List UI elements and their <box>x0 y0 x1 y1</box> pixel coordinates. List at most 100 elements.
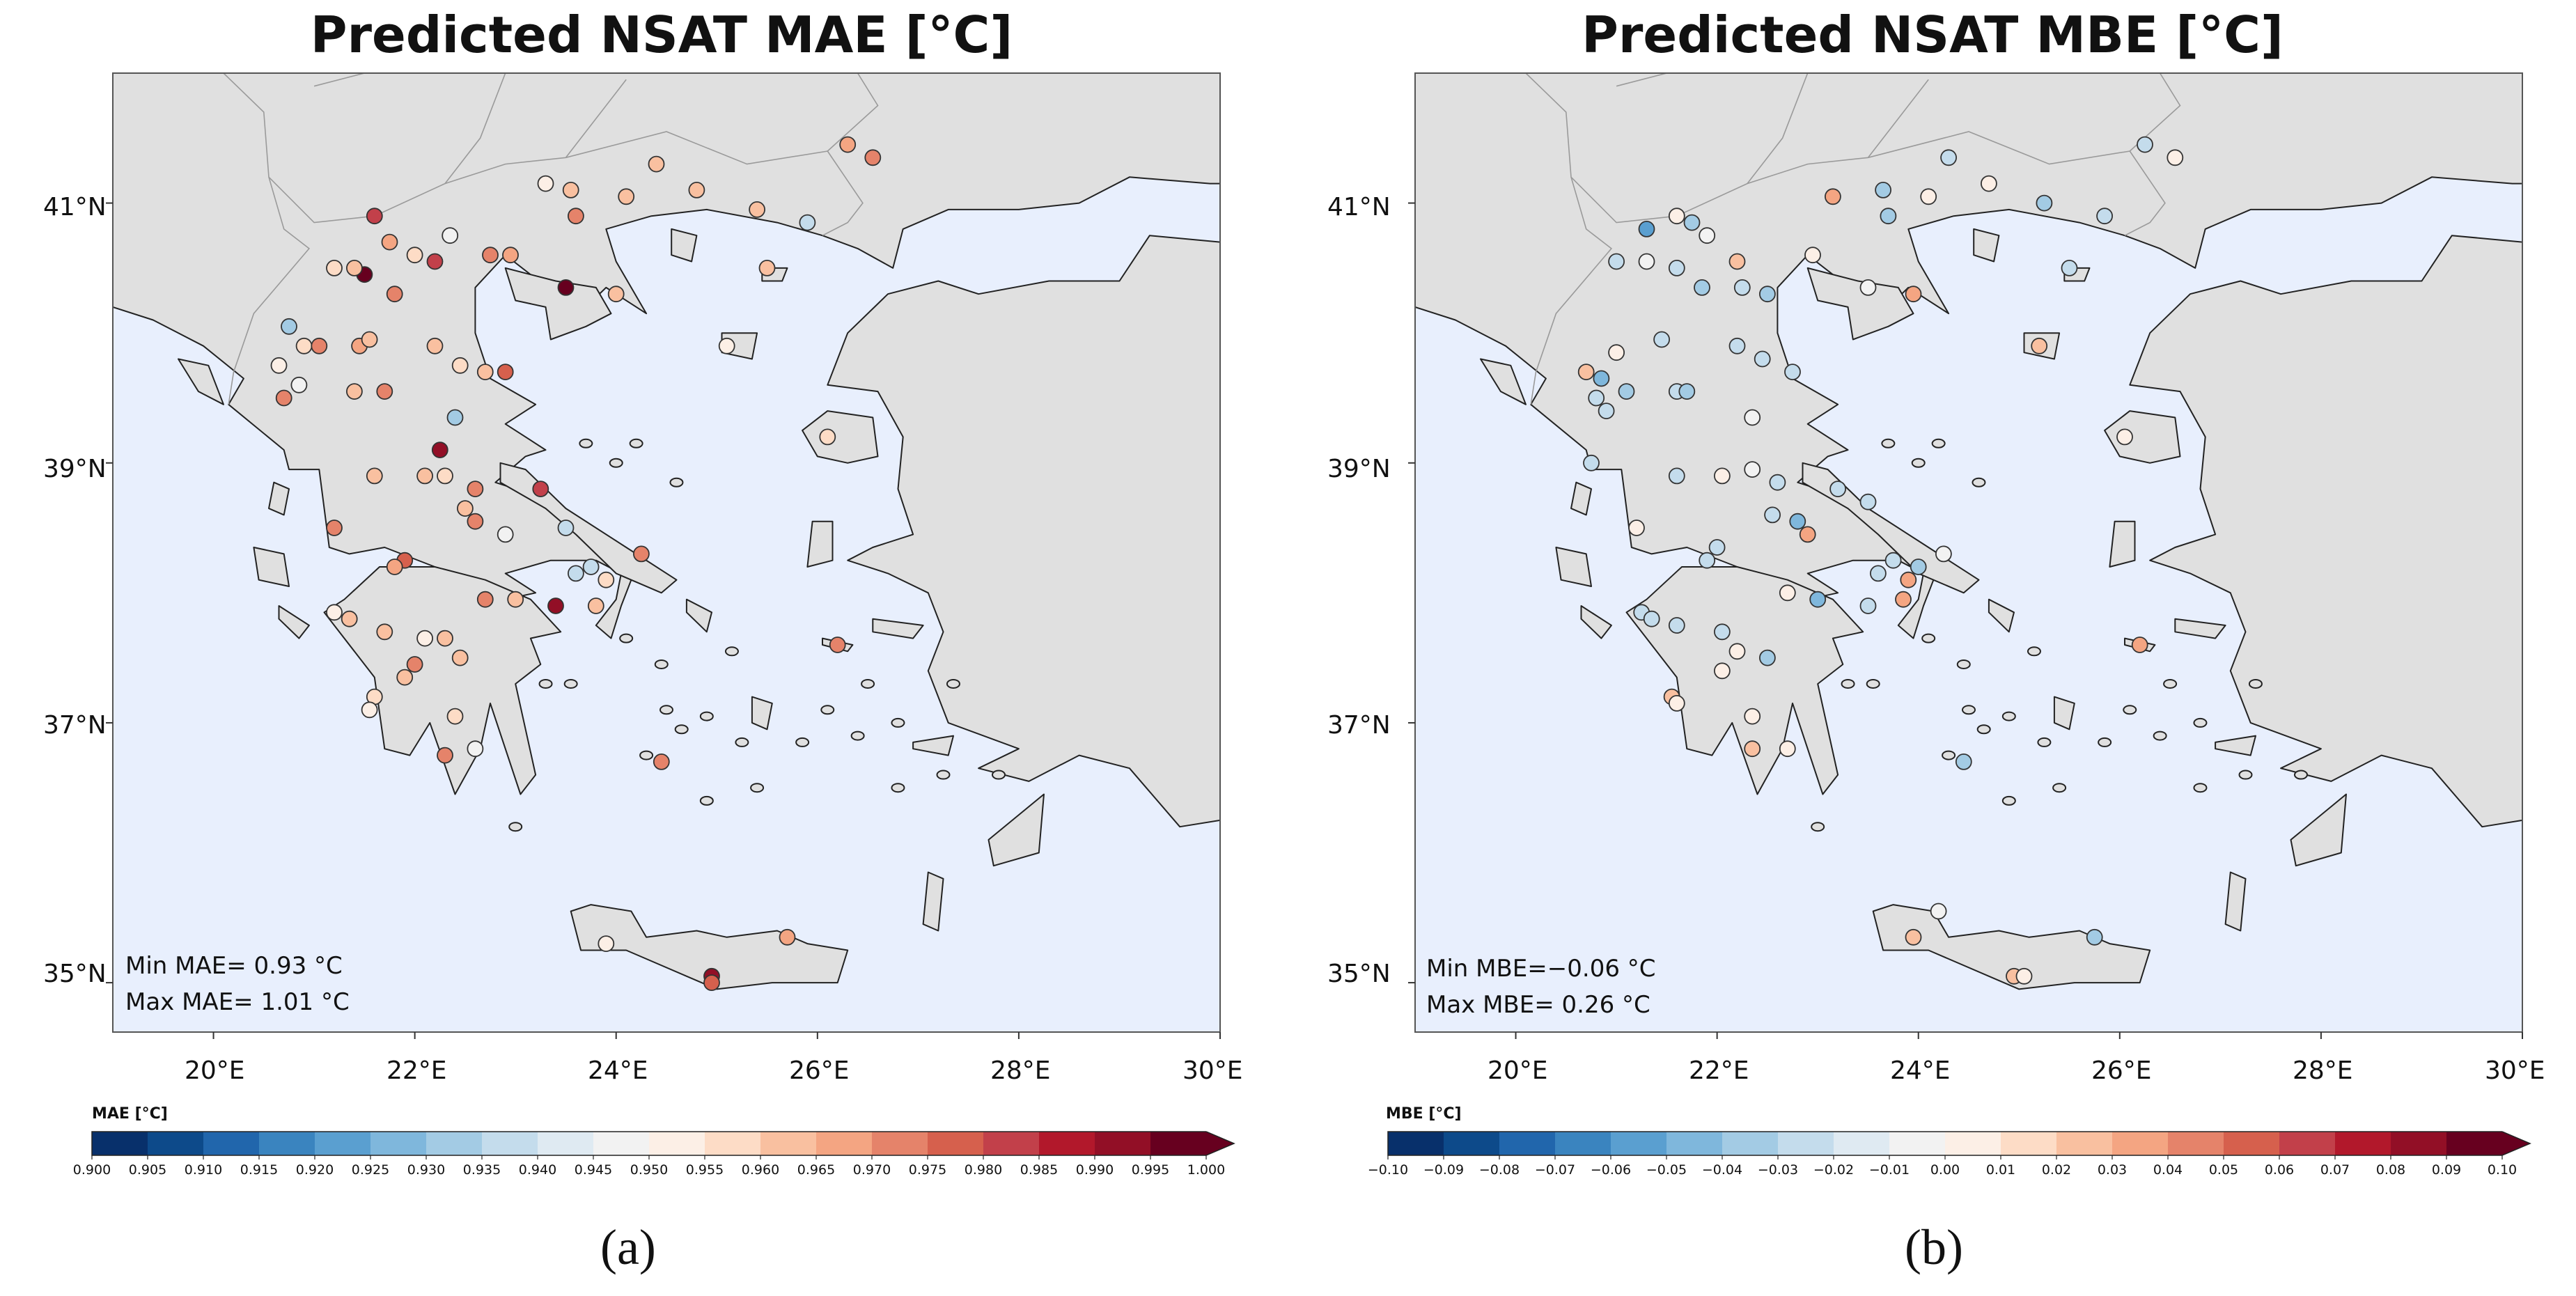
small-island <box>750 783 765 793</box>
colorbar-swatch <box>1499 1132 1556 1155</box>
lon-label-22: 22°E <box>1689 1056 1749 1085</box>
colorbar-swatch <box>649 1132 705 1155</box>
station-marker <box>1728 253 1746 270</box>
small-island <box>820 705 835 715</box>
land-zakynthos <box>278 605 310 639</box>
station-marker <box>1668 467 1685 485</box>
land-lefkada <box>268 481 290 516</box>
max-mae-text: Max MAE= 1.01 °C <box>125 988 350 1016</box>
station-marker <box>497 364 514 380</box>
small-island <box>2001 795 2016 806</box>
land-kefalonia <box>253 547 290 587</box>
station-marker <box>326 259 343 276</box>
station-marker <box>507 591 524 608</box>
lon-label-28: 28°E <box>2293 1056 2353 1085</box>
station-marker <box>1758 286 1776 303</box>
station-marker <box>1588 389 1605 407</box>
station-marker <box>582 559 600 575</box>
small-island <box>2027 646 2041 657</box>
station-marker <box>1754 350 1771 368</box>
colorbar-tick-label: 0.03 <box>2097 1162 2128 1178</box>
colorbar-swatch <box>1722 1132 1779 1155</box>
small-island <box>1811 822 1825 832</box>
small-island <box>609 458 623 468</box>
station-marker <box>1728 643 1746 660</box>
colorbar-swatch <box>370 1132 427 1155</box>
small-island <box>699 795 714 806</box>
country-border <box>2124 150 2166 236</box>
small-island <box>1911 458 1926 468</box>
land-karpathos <box>2224 871 2247 932</box>
land-lesvos <box>2104 410 2181 464</box>
station-marker <box>1699 227 1716 244</box>
station-marker <box>718 337 735 354</box>
land-anatolia <box>827 235 1220 828</box>
colorbar-tick-label: 0.995 <box>1131 1162 1170 1178</box>
colorbar-swatch <box>315 1132 371 1155</box>
panel-b-map <box>1387 72 2531 1160</box>
small-island <box>639 750 654 760</box>
max-mbe-text: Max MBE= 0.26 °C <box>1426 991 1650 1019</box>
station-marker <box>476 364 494 380</box>
small-island <box>2248 678 2263 689</box>
land-chios <box>806 520 834 568</box>
colorbar-swatch <box>928 1132 984 1155</box>
station-marker <box>568 565 584 582</box>
station-marker <box>467 513 484 530</box>
station-marker <box>482 247 499 264</box>
colorbar-tick-label: 0.990 <box>1075 1162 1114 1178</box>
station-marker <box>1930 903 1947 920</box>
colorbar-tick-label: −0.02 <box>1813 1162 1855 1178</box>
colorbar-tick-label: −0.08 <box>1478 1162 1520 1178</box>
station-marker <box>1859 598 1877 614</box>
colorbar-swatch <box>1555 1132 1611 1155</box>
colorbar-swatch <box>259 1132 315 1155</box>
colorbar-tick-label: 0.900 <box>72 1162 111 1178</box>
lon-label-22: 22°E <box>387 1056 447 1085</box>
colorbar-swatch <box>2001 1132 2057 1155</box>
lat-label-35: 35°N <box>1327 960 1391 988</box>
colorbar-tick-label: 0.980 <box>964 1162 1003 1178</box>
colorbar-swatch <box>1444 1132 1500 1155</box>
small-island <box>946 678 960 689</box>
colorbar-tick-label: 1.000 <box>1187 1162 1226 1178</box>
station-marker <box>1713 662 1731 680</box>
land-lefkada <box>1570 481 1592 516</box>
colorbar-tick-label: 0.01 <box>1985 1162 2016 1178</box>
station-marker <box>476 591 494 608</box>
colorbar-tick-label: 0.920 <box>295 1162 334 1178</box>
station-marker <box>1869 565 1887 582</box>
country-border <box>1867 79 1929 158</box>
station-marker <box>829 637 846 653</box>
colorbar-tick-label: 0.930 <box>407 1162 446 1178</box>
station-marker <box>396 669 414 686</box>
station-marker <box>1824 188 1841 205</box>
land-lesvos <box>802 410 879 464</box>
station-marker <box>1784 364 1801 380</box>
colorbar-swatch <box>1778 1132 1834 1155</box>
station-marker <box>1638 253 1655 270</box>
colorbar-tick-label: 0.04 <box>2153 1162 2183 1178</box>
small-island <box>1841 678 1855 689</box>
colorbar-swatch <box>983 1132 1040 1155</box>
small-island <box>2193 783 2208 793</box>
colorbar-swatch <box>816 1132 873 1155</box>
station-marker <box>361 331 378 348</box>
station-marker <box>1875 181 1892 198</box>
small-island <box>629 438 643 448</box>
station-marker <box>290 376 308 393</box>
station-marker <box>1935 545 1952 563</box>
colorbar-tick-label: 0.970 <box>852 1162 891 1178</box>
lon-label-30: 30°E <box>1182 1056 1243 1085</box>
small-island <box>850 731 865 741</box>
min-mbe-text: Min MBE=−0.06 °C <box>1426 955 1656 983</box>
station-marker <box>864 149 882 166</box>
land-naxos <box>751 696 773 731</box>
station-marker <box>1694 279 1710 296</box>
country-border <box>1747 73 1809 185</box>
colorbar-swatch <box>203 1132 260 1155</box>
land-crete <box>570 904 849 990</box>
station-marker <box>376 623 393 641</box>
country-border <box>1616 73 1667 87</box>
small-island <box>1956 659 1971 669</box>
